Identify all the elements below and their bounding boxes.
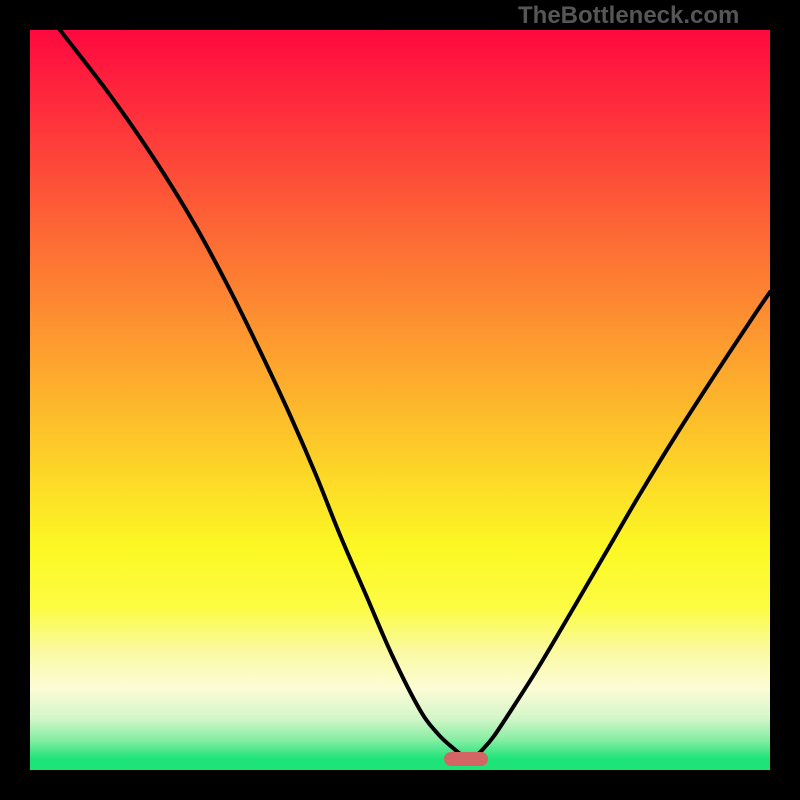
watermark-text: TheBottleneck.com xyxy=(518,2,739,30)
optimum-marker xyxy=(444,752,488,766)
plot-area xyxy=(30,30,770,770)
plot-svg xyxy=(30,30,770,770)
